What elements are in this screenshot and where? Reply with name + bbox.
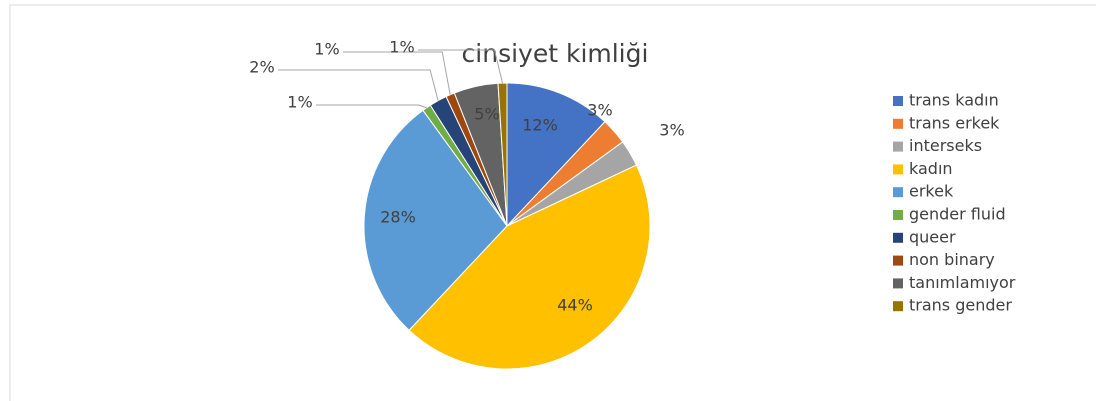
pie-slice (497, 82, 508, 227)
data-label: 5% (474, 105, 499, 124)
leader-line (316, 104, 427, 109)
data-label: 1% (314, 40, 339, 59)
pie-slice (363, 109, 508, 331)
legend-label: erkek (909, 182, 954, 201)
data-label: 3% (659, 121, 684, 140)
data-label: 1% (389, 38, 414, 57)
pie-slice (506, 82, 606, 228)
leader-line (418, 49, 503, 84)
legend-swatch (893, 187, 903, 198)
chart-title: cinsiyet kimliği (462, 39, 649, 68)
data-label: 2% (249, 58, 274, 77)
legend-label: trans gender (909, 296, 1012, 315)
legend-label: trans erkek (909, 113, 1000, 132)
data-label: 12% (522, 116, 558, 135)
legend-label: tanımlamıyor (909, 273, 1016, 292)
legend-label: non binary (909, 250, 995, 269)
legend-swatch (893, 278, 903, 289)
legend-label: queer (909, 227, 956, 246)
pie-slice (408, 164, 651, 370)
legend-swatch (893, 210, 903, 220)
legend-swatch (893, 96, 903, 106)
data-label: 28% (380, 208, 416, 227)
legend-label: trans kadın (909, 91, 999, 110)
legend-label: gender fluid (909, 205, 1006, 224)
leader-line (343, 51, 451, 95)
legend-swatch (893, 255, 903, 266)
legend-swatch (893, 141, 903, 152)
legend-swatch (893, 164, 903, 175)
leader-line (278, 69, 439, 101)
data-label: 3% (587, 101, 612, 120)
data-label: 44% (557, 296, 593, 315)
data-label: 1% (287, 93, 312, 112)
legend-swatch (893, 232, 903, 243)
legend-label: interseks (909, 136, 982, 155)
legend-swatch (893, 301, 903, 312)
legend-swatch (893, 118, 903, 129)
legend-label: kadın (909, 159, 953, 178)
